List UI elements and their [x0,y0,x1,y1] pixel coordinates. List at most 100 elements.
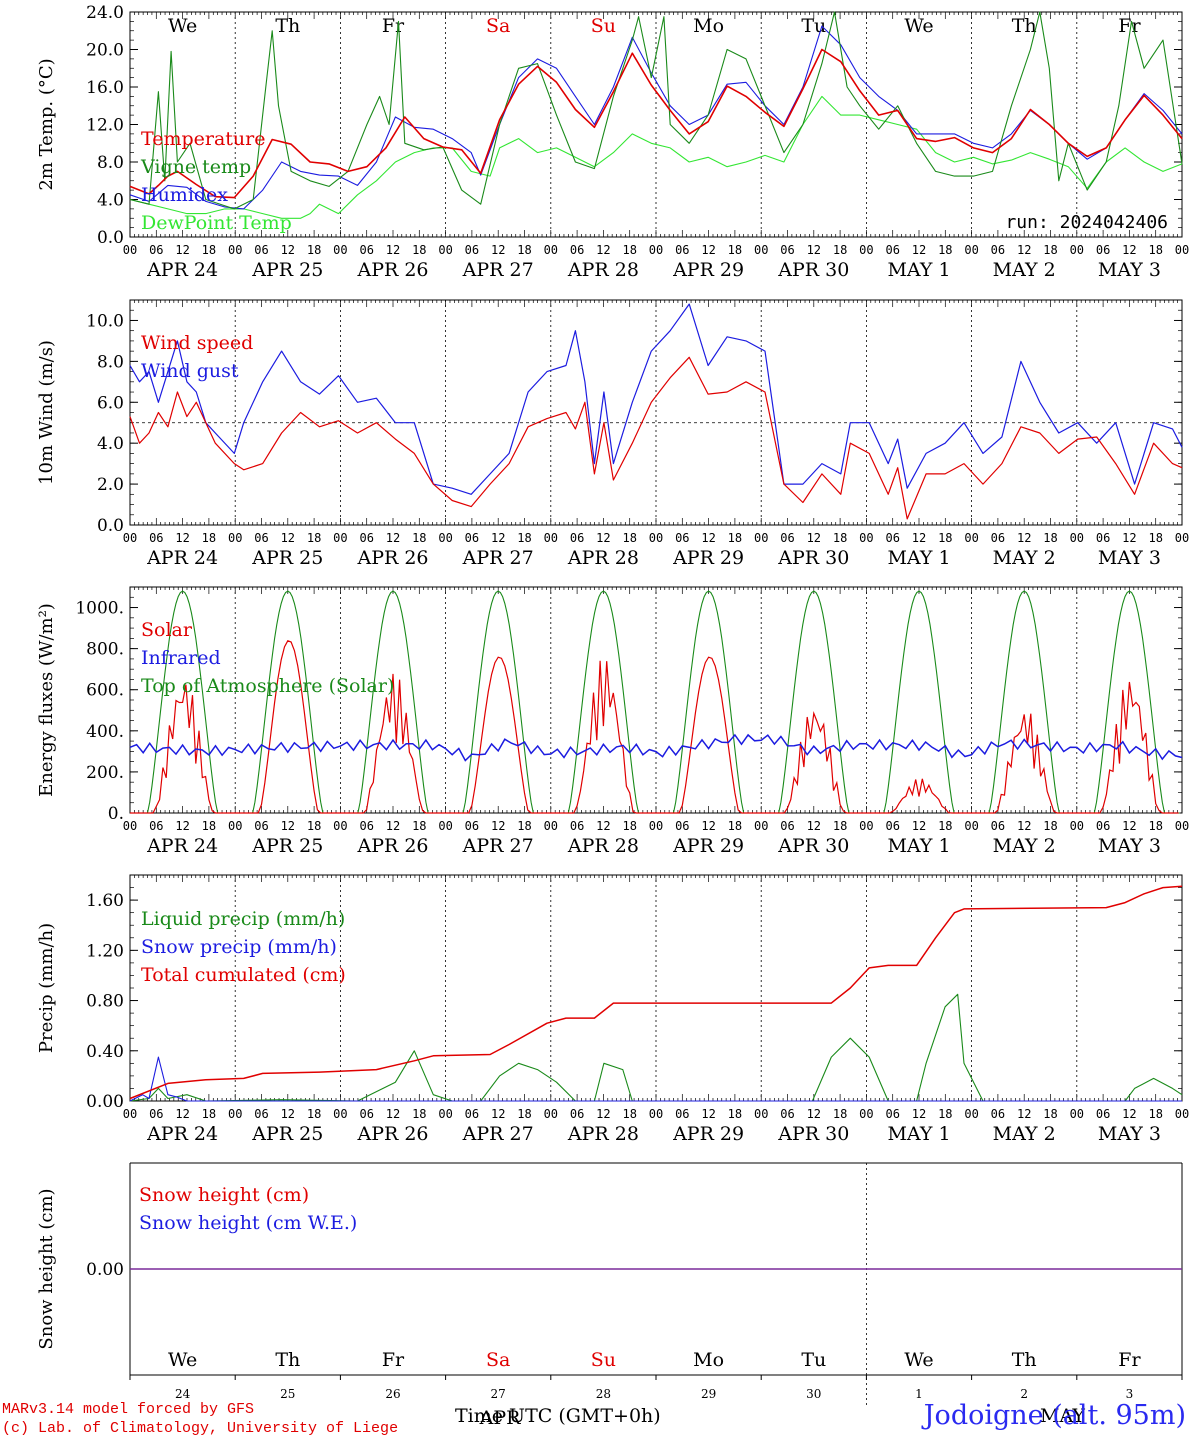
hour-tick-label: 18 [517,1107,531,1121]
legend-entry: Top of Atmosphere (Solar) [141,675,394,697]
date-label: MAY 1 [887,259,950,281]
hour-tick-label: 18 [728,531,742,545]
date-label: APR 27 [462,1123,534,1145]
hour-tick-label: 00 [123,819,137,833]
run-label: run: 2024042406 [1005,212,1168,233]
hour-tick-label: 12 [596,531,610,545]
series-dewpoint-temp [129,95,1183,219]
hour-tick-label: 12 [175,243,189,257]
hour-tick-label: 18 [938,243,952,257]
date-label: APR 29 [672,547,744,569]
hour-tick-label: 12 [807,819,821,833]
hour-tick-label: 06 [570,819,584,833]
weekday-label: Mo [693,1349,724,1371]
date-label: MAY 1 [887,1123,950,1145]
y-tick-label: 1.60 [86,891,124,911]
y-tick-label: 1.20 [86,941,124,961]
day-number-label: 29 [701,1387,716,1401]
hour-tick-label: 18 [833,531,847,545]
weekday-label: We [168,1349,197,1371]
y-tick-label: 24.0 [86,3,124,23]
weekday-label: Fr [1118,15,1141,37]
hour-tick-label: 06 [780,819,794,833]
hour-tick-label: 06 [465,819,479,833]
hour-tick-label: 12 [1122,243,1136,257]
hour-tick-label: 06 [359,531,373,545]
y-tick-label: 16.0 [86,78,124,98]
hour-tick-label: 00 [754,1107,768,1121]
legend-entry: Snow precip (mm/h) [141,936,337,958]
hour-tick-label: 06 [465,1107,479,1121]
hour-tick-label: 12 [701,531,715,545]
series-wind-gust [129,303,1183,495]
date-label: APR 27 [462,259,534,281]
hour-tick-label: 00 [859,1107,873,1121]
day-number-label: 26 [385,1387,400,1401]
hour-tick-label: 06 [885,243,899,257]
hour-tick-label: 00 [1070,531,1084,545]
month-label-may: MAY [1040,1405,1085,1427]
hour-tick-label: 00 [333,243,347,257]
hour-tick-label: 00 [333,531,347,545]
hour-tick-label: 06 [570,1107,584,1121]
series-total-cumulated-cm- [129,885,1183,1100]
hour-tick-label: 12 [912,531,926,545]
hour-tick-label: 12 [175,531,189,545]
model-credit-line1: MARv3.14 model forced by GFS [2,1401,255,1418]
y-tick-label: 1000. [75,599,124,619]
hour-tick-label: 06 [675,819,689,833]
day-number-label: 2 [1020,1387,1028,1401]
hour-tick-label: 18 [1148,531,1162,545]
hour-tick-label: 00 [228,819,242,833]
hour-tick-label: 06 [359,243,373,257]
y-axis-label: Energy fluxes (W/m²) [36,603,57,797]
date-label: APR 30 [777,1123,849,1145]
date-label: APR 30 [777,835,849,857]
hour-tick-label: 18 [622,243,636,257]
legend-entry: Snow height (cm W.E.) [139,1212,357,1234]
y-tick-label: 200. [86,763,124,783]
hour-tick-label: 00 [228,531,242,545]
hour-tick-label: 00 [438,531,452,545]
weekday-label: We [904,15,933,37]
hour-tick-label: 00 [1070,819,1084,833]
hour-tick-label: 00 [754,531,768,545]
weekday-label: Th [275,15,300,37]
hour-tick-label: 12 [1017,1107,1031,1121]
hour-tick-label: 00 [123,531,137,545]
hour-tick-label: 18 [1043,243,1057,257]
day-number-label: 1 [915,1387,923,1401]
y-axis-label: 2m Temp. (°C) [36,58,57,190]
hour-tick-label: 06 [991,531,1005,545]
hour-tick-label: 12 [386,243,400,257]
y-tick-label: 800. [86,640,124,660]
y-axis-label: Snow height (cm) [36,1188,57,1349]
series-top-of-atmosphere [130,590,1180,814]
y-tick-label: 0.0 [97,228,124,248]
day-number-label: 28 [596,1387,611,1401]
hour-tick-label: 00 [438,1107,452,1121]
date-label: MAY 1 [887,835,950,857]
panel-1: 00 06 12 18 APR 24 00 06 12 18 APR 25 00 06 12 18 APR … [36,3,1189,281]
hour-tick-label: 06 [149,1107,163,1121]
y-tick-label: 6.0 [97,393,124,413]
hour-tick-label: 18 [517,243,531,257]
hour-tick-label: 00 [333,1107,347,1121]
hour-tick-label: 12 [912,1107,926,1121]
hour-tick-label: 18 [412,819,426,833]
hour-tick-label: 18 [622,1107,636,1121]
legend-entry: Total cumulated (cm) [141,964,346,986]
date-label: APR 25 [251,835,323,857]
hour-tick-label: 06 [1096,819,1110,833]
hour-tick-label: 18 [728,819,742,833]
hour-tick-label: 00 [1175,1107,1189,1121]
weekday-label: Su [591,15,616,37]
hour-tick-label: 06 [570,243,584,257]
hour-tick-label: 06 [991,819,1005,833]
hour-tick-label: 12 [491,819,505,833]
hour-tick-label: 06 [1096,1107,1110,1121]
date-label: APR 24 [146,1123,218,1145]
legend-entry: DewPoint Temp [141,212,292,234]
date-label: APR 29 [672,835,744,857]
date-label: APR 27 [462,547,534,569]
